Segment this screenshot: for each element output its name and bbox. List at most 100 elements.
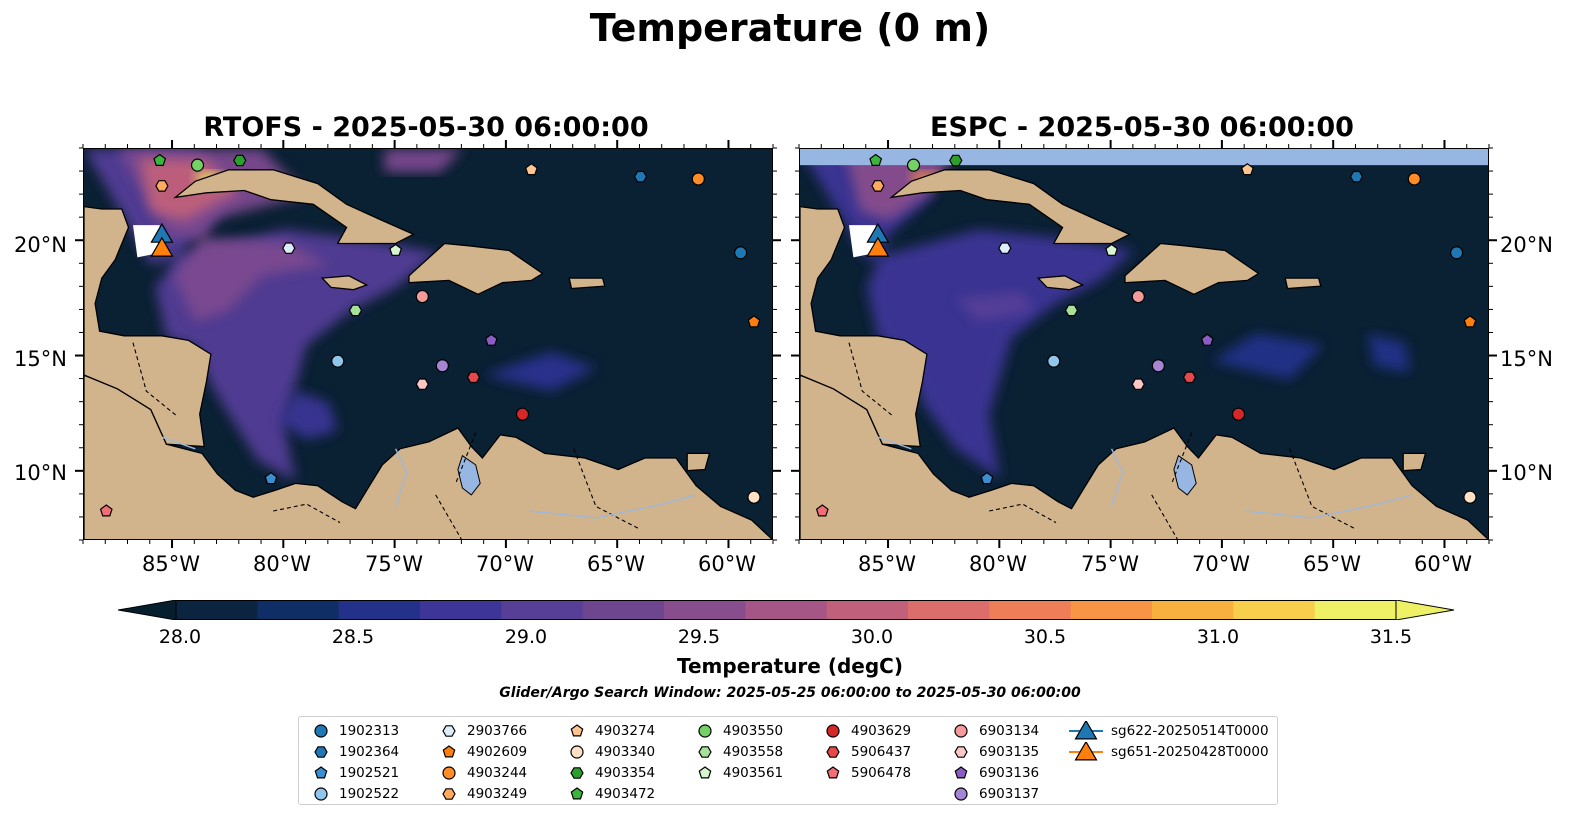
legend-item: 4903558	[695, 742, 783, 762]
no-data-patch	[849, 225, 876, 258]
colorbar-max-extension	[1395, 599, 1455, 621]
lon-tick-label: 85°W	[142, 552, 200, 576]
temperature-field-patch	[384, 149, 463, 173]
float-marker-1902521	[980, 471, 994, 485]
float-marker-6903134	[415, 289, 429, 304]
no-data-band	[800, 149, 1488, 166]
float-marker-1902521	[264, 471, 278, 485]
lat-tick-label: 20°N	[1500, 233, 1553, 257]
land-mass	[173, 169, 415, 245]
float-marker-4903249	[871, 180, 885, 192]
colorbar-tick-label: 29.5	[677, 626, 721, 648]
legend-item: 4903274	[567, 721, 655, 741]
country-border	[273, 503, 341, 524]
river	[529, 494, 697, 519]
map-rtofs	[83, 148, 773, 540]
legend-marker	[314, 787, 328, 801]
legend-label: 6903134	[979, 723, 1040, 739]
legend-marker-6903137	[954, 787, 968, 801]
country-border	[1151, 494, 1178, 539]
legend-marker-4903274	[570, 724, 584, 737]
legend-marker	[314, 766, 328, 779]
legend-label: sg651-20250428T0000	[1111, 744, 1269, 760]
float-marker-4903558	[1064, 304, 1079, 317]
legend-label: 5906437	[851, 744, 912, 760]
lon-tick-label: 85°W	[858, 552, 916, 576]
legend-item: 4902609	[439, 742, 527, 762]
land-mass	[568, 277, 606, 290]
land-mass	[84, 205, 212, 448]
legend-item: 5906478	[823, 763, 911, 783]
float-marker-4903629	[1231, 407, 1246, 421]
land-mass	[1036, 275, 1085, 291]
land-mass	[1284, 277, 1322, 290]
lon-tick-label: 75°W	[365, 552, 423, 576]
lon-tick-label: 70°W	[476, 552, 534, 576]
river	[877, 436, 912, 450]
legend: 1902313 1902364 1902521 1902522 2903766 49026…	[298, 716, 1278, 805]
legend-marker-1902521	[314, 766, 328, 779]
colorbar-segment	[664, 600, 746, 620]
legend-label: 5906478	[851, 765, 912, 781]
lon-tick-label: 60°W	[1414, 552, 1472, 576]
legend-label: 4903354	[595, 765, 656, 781]
legend-item: 6903136	[951, 763, 1039, 783]
legend-item: 6903134	[951, 721, 1039, 741]
legend-marker	[570, 724, 584, 737]
colorbar-segment	[989, 600, 1072, 620]
legend-label: 6903135	[979, 744, 1040, 760]
legend-marker-6903136	[954, 766, 968, 779]
country-border	[1171, 432, 1193, 484]
float-marker-1902364	[1349, 170, 1364, 183]
legend-item: 1902521	[311, 763, 399, 783]
lon-tick-label: 70°W	[1192, 552, 1250, 576]
colorbar	[117, 599, 1455, 621]
colorbar-frame	[175, 600, 1397, 620]
lon-tick-label: 80°W	[253, 552, 311, 576]
legend-item: 1902313	[311, 721, 399, 741]
float-marker-6903137	[435, 359, 449, 373]
colorbar-min-extension	[117, 599, 177, 621]
legend-label: 4903472	[595, 786, 656, 802]
colorbar-tick-label: 31.5	[1369, 626, 1413, 648]
colorbar-tick-label: 30.0	[850, 626, 894, 648]
legend-item: sg622-20250514T0000	[1069, 721, 1269, 741]
legend-marker-sg622-20250514T0000	[1069, 721, 1103, 740]
legend-label: 4903550	[723, 723, 784, 739]
float-marker-5906437	[1182, 371, 1197, 384]
legend-marker	[698, 746, 712, 758]
legend-label: 4903274	[595, 723, 656, 739]
colorbar-segment	[1314, 600, 1397, 620]
legend-item: 6903137	[951, 784, 1039, 804]
float-marker-1902313	[1450, 246, 1464, 260]
legend-marker-4903249	[442, 788, 456, 800]
lat-tick-label: 15°N	[1500, 347, 1553, 371]
temperature-field-patch	[484, 351, 596, 392]
float-marker-5906437	[466, 371, 481, 384]
float-marker-1902313	[734, 246, 748, 260]
colorbar-tick-label: 31.0	[1196, 626, 1240, 648]
float-marker-4903472	[153, 153, 167, 166]
legend-label: 6903137	[979, 786, 1040, 802]
float-marker-4902609	[747, 315, 761, 328]
legend-marker-4903629	[826, 724, 840, 738]
river	[1245, 494, 1413, 519]
float-marker-4902609	[1463, 315, 1477, 328]
float-marker-4903561	[1105, 243, 1119, 256]
float-marker-5906478	[99, 504, 113, 517]
legend-item: 1902364	[311, 742, 399, 762]
lake-maracaibo	[1173, 454, 1197, 496]
land-mass	[320, 275, 369, 291]
country-border	[455, 432, 477, 484]
legend-item: 4903340	[567, 742, 655, 762]
float-marker-4903340	[747, 490, 761, 504]
float-marker-4903274	[1240, 163, 1254, 176]
lat-tick-label: 20°N	[14, 233, 67, 257]
no-data-patch	[133, 225, 160, 258]
legend-marker	[698, 724, 712, 738]
legend-marker	[698, 766, 712, 779]
legend-item: 4903629	[823, 721, 911, 741]
legend-marker	[570, 787, 584, 800]
legend-item: 4903550	[695, 721, 783, 741]
legend-marker	[442, 788, 456, 800]
